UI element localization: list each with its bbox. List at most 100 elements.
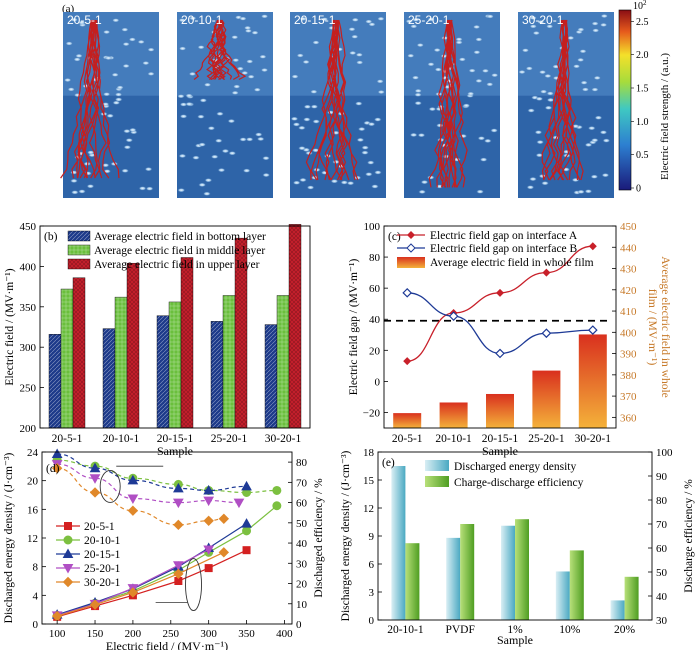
panel-label: (d) — [46, 463, 60, 475]
filler-particle — [221, 148, 230, 154]
y-right-tick-label: 410 — [620, 306, 637, 318]
efficiency-point-30-20-1 — [218, 513, 230, 524]
bar-25-20-1 — [532, 370, 561, 428]
bar-energy-20% — [610, 600, 625, 620]
filler-particle — [490, 128, 499, 133]
energy-point-20-5-1 — [91, 602, 100, 611]
field-map-label: 20-5-1 — [67, 13, 102, 27]
filler-particle — [427, 62, 436, 67]
energy-point-30-20-1 — [89, 599, 101, 610]
filler-particle — [545, 24, 554, 29]
filler-particle — [128, 127, 137, 133]
y-right-tick-label: 20 — [296, 579, 308, 591]
filler-particle — [111, 18, 120, 23]
x-tick-label: 150 — [87, 628, 104, 640]
y-axis-tick-label: 350 — [20, 302, 37, 314]
filler-particle — [104, 55, 113, 61]
filler-particle — [536, 139, 545, 145]
energy-point-30-20-1 — [173, 568, 184, 580]
legend-label: Electric field gap on interface A — [430, 230, 578, 242]
filler-particle — [302, 117, 311, 122]
legend-label: Average electric field in bottom layer — [94, 231, 266, 243]
filler-particle — [230, 35, 239, 40]
filler-particle — [418, 189, 427, 195]
filler-particle — [245, 137, 254, 142]
filler-particle — [309, 89, 318, 94]
x-tick-label: 100 — [49, 628, 66, 640]
legend-marker — [62, 548, 74, 558]
filler-particle — [102, 29, 111, 35]
bar-25-20-1-1 — [222, 295, 236, 429]
y-right-tick-label: 60 — [656, 543, 668, 555]
filler-particle — [364, 19, 373, 24]
filler-particle — [138, 186, 147, 191]
y-left-tick-label: 12 — [363, 503, 374, 515]
filler-particle — [474, 37, 483, 42]
energy-point-20-10-1 — [128, 586, 138, 596]
x-tick-label: 20-15-1 — [482, 433, 519, 445]
y-left-tick-label: 6 — [369, 559, 375, 571]
bar-energy-PVDF — [446, 537, 461, 620]
filler-particle — [409, 24, 418, 29]
bar-efficiency-1% — [515, 519, 529, 620]
panel-label: (b) — [44, 231, 58, 243]
breakdown-path — [60, 19, 120, 179]
energy-point-20-5-1 — [128, 591, 137, 600]
y-axis-tick-label: 300 — [20, 342, 37, 354]
filler-particle — [414, 100, 423, 106]
filler-particle — [120, 27, 129, 32]
filler-particle — [177, 93, 186, 99]
y-right-tick-label: 80 — [296, 457, 308, 469]
filler-particle — [435, 123, 444, 128]
y-left-tick-label: 9 — [369, 531, 375, 543]
filler-particle — [297, 125, 306, 131]
filler-particle — [217, 167, 226, 173]
breakdown-path — [193, 19, 247, 81]
filler-particle — [74, 53, 83, 59]
filler-particle — [178, 17, 187, 23]
filler-particle — [527, 108, 536, 113]
panel-label: (e) — [382, 457, 395, 469]
filler-particle — [260, 67, 269, 73]
y-right-tick-label: 380 — [620, 370, 637, 382]
energy-point-20-10-1 — [272, 501, 282, 511]
filler-particle — [367, 121, 376, 127]
y-axis-tick-label: 250 — [20, 383, 37, 395]
interface-b-line — [407, 292, 593, 355]
energy-point-25-20-1 — [173, 561, 184, 571]
y-left-tick-label: 12 — [27, 533, 38, 545]
field-map-20-5-1: 20-5-1 — [60, 12, 159, 198]
filler-particle — [584, 189, 593, 194]
efficiency-point-20-15-1 — [241, 480, 252, 491]
x-tick-label: 200 — [125, 628, 142, 640]
filler-particle — [101, 163, 110, 168]
energy-point-20-10-1 — [204, 547, 214, 557]
efficiency-line-20-10-1 — [57, 459, 277, 494]
filler-particle — [77, 20, 86, 25]
energy-point-25-20-1 — [51, 611, 63, 621]
field-map-30-20-1: 30-20-1 — [518, 12, 614, 198]
filler-particle — [310, 104, 319, 109]
filler-particle — [147, 47, 156, 52]
efficiency-point-25-20-1 — [51, 460, 63, 470]
filler-particle — [355, 52, 364, 58]
filler-particle — [262, 172, 271, 178]
filler-particle — [409, 132, 418, 138]
efficiency-point-20-10-1 — [52, 455, 62, 465]
plot-frame — [377, 451, 653, 621]
filler-particle — [198, 182, 207, 188]
y-right-tick-label: 390 — [620, 349, 637, 361]
efficiency-point-20-10-1 — [128, 473, 138, 483]
filler-particle — [296, 53, 305, 58]
filler-particle — [529, 15, 538, 21]
y-right-tick-label: 40 — [656, 591, 668, 603]
filler-particle — [137, 39, 146, 45]
legend-label: 25-20-1 — [84, 563, 121, 575]
filler-particle — [240, 70, 249, 76]
y-right-tick-label: 90 — [656, 471, 668, 483]
interface-b-point — [402, 287, 413, 298]
y-left-tick-label: −20 — [363, 407, 381, 419]
filler-particle — [434, 67, 443, 72]
filler-particle — [599, 130, 608, 135]
filler-particle — [414, 88, 423, 94]
